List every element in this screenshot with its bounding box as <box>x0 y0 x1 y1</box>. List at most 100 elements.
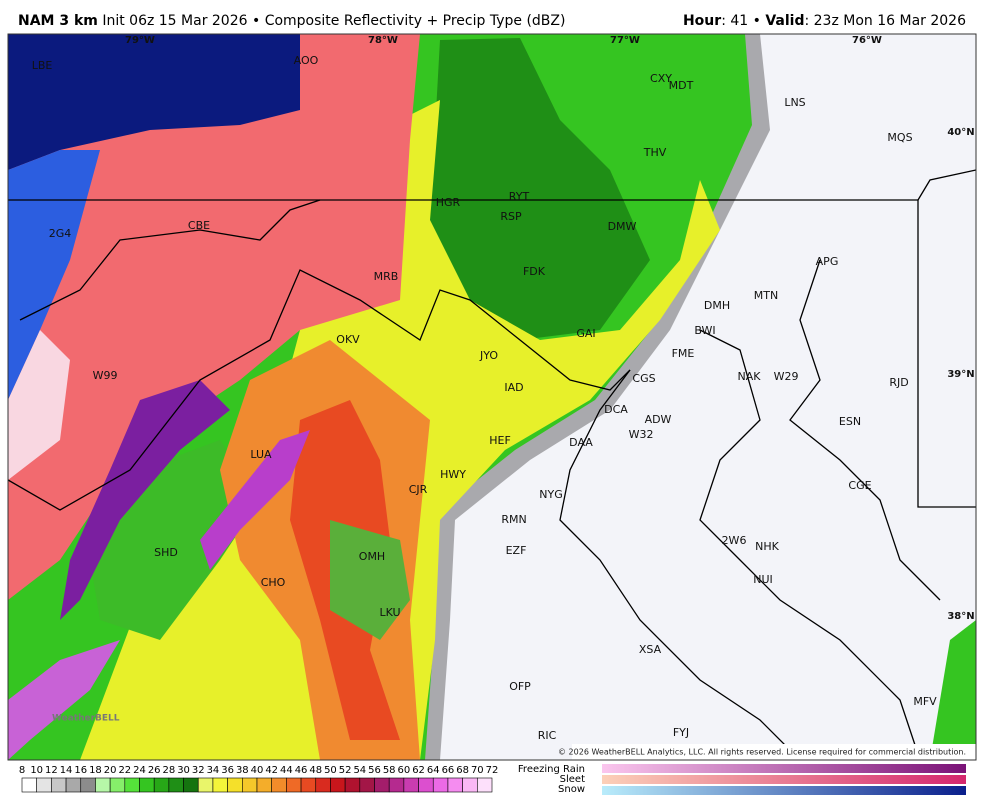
latitude-label: 38°N <box>947 611 974 622</box>
station-label: XSA <box>639 643 662 656</box>
station-label: LKU <box>379 606 400 619</box>
colorbar-swatch <box>139 777 155 793</box>
station-label: OMH <box>359 550 385 563</box>
colorbar-swatch <box>388 777 405 793</box>
freezing-rain-bar <box>602 764 966 773</box>
colorbar-swatch <box>359 777 375 793</box>
radar-purple <box>60 380 230 620</box>
colorbar-tick-label: 14 <box>60 765 73 776</box>
colorbar-tick-label: 36 <box>221 765 234 776</box>
description: Init 06z 15 Mar 2026 • Composite Reflect… <box>102 13 565 29</box>
colorbar-swatch <box>109 777 126 793</box>
station-label: APG <box>816 255 839 268</box>
colorbar-tick-label: 62 <box>412 765 425 776</box>
station-label: CBE <box>188 219 210 232</box>
station-label: HGR <box>436 196 461 209</box>
station-label: JYO <box>479 349 498 362</box>
colorbar-tick-label: 58 <box>383 765 396 776</box>
colorbar-swatch <box>242 777 258 793</box>
colorbar-tick-label: 46 <box>295 765 308 776</box>
colorbar-swatch <box>153 777 170 793</box>
border-line <box>917 169 976 201</box>
colorbar-swatch <box>462 777 478 793</box>
radar-magenta <box>200 430 310 570</box>
radar-pink <box>8 34 420 600</box>
station-label: GAI <box>576 327 595 340</box>
colorbar-tick-label: 18 <box>89 765 102 776</box>
longitude-label: 77°W <box>610 35 640 46</box>
colorbar-swatch <box>65 777 82 793</box>
border-line <box>699 329 921 760</box>
border-line <box>8 269 631 511</box>
colorbar-swatch <box>21 777 37 793</box>
logo: WeatherBELL <box>52 714 120 724</box>
station-label: RJD <box>889 376 908 389</box>
colorbar: 8 10 12 14 16 18 20 22 24 26 28 30 32 34 36 38 40 42 44 46 4… <box>19 765 499 793</box>
station-label: NAK <box>738 370 762 383</box>
colorbar-swatch <box>432 777 449 793</box>
map: WeatherBELL © 2026 WeatherBELL Analytics… <box>8 34 976 760</box>
colorbar-swatch <box>271 777 287 793</box>
colorbar-swatch <box>403 777 419 793</box>
station-label: 2G4 <box>49 227 72 240</box>
colorbar-tick-label: 34 <box>207 765 220 776</box>
colorbar-tick-label: 16 <box>74 765 87 776</box>
colorbar-tick-label: 40 <box>251 765 264 776</box>
colorbar-tick-label: 26 <box>148 765 161 776</box>
station-label: MRB <box>374 270 399 283</box>
station-label: DCA <box>604 403 628 416</box>
longitude-label: 76°W <box>852 35 882 46</box>
radar-green-core <box>330 520 410 640</box>
colorbar-tick-label: 8 <box>19 765 25 776</box>
station-label: DAA <box>569 436 593 449</box>
colorbar-tick-label: 48 <box>309 765 322 776</box>
station-label: BWI <box>694 324 715 337</box>
station-label: DMH <box>704 299 730 312</box>
colorbar-swatch <box>183 777 199 793</box>
station-label: OKV <box>336 333 360 346</box>
precip-type-label: Sleet <box>560 774 585 785</box>
longitude-label: 78°W <box>368 35 398 46</box>
model: NAM 3 km <box>18 13 98 29</box>
copyright-background <box>572 744 976 760</box>
state-borders <box>8 169 976 760</box>
colorbar-swatch <box>51 777 67 793</box>
station-label: HEF <box>489 434 511 447</box>
station-label: CJR <box>409 483 428 496</box>
copyright: © 2026 WeatherBELL Analytics, LLC. All r… <box>558 748 966 757</box>
station-label: AOO <box>294 54 319 67</box>
station-label: CXY <box>650 72 672 85</box>
colorbar-swatch <box>80 777 96 793</box>
station-label: 2W6 <box>722 534 747 547</box>
colorbar-tick-label: 64 <box>427 765 440 776</box>
station-label: RMN <box>501 513 526 526</box>
colorbar-tick-label: 50 <box>324 765 337 776</box>
colorbar-tick-label: 72 <box>486 765 499 776</box>
colorbar-tick-label: 10 <box>30 765 43 776</box>
hour-label: Hour <box>683 13 721 29</box>
header-title: NAM 3 km Init 06z 15 Mar 2026 • Composit… <box>18 13 565 29</box>
station-label: ADW <box>645 413 672 426</box>
colorbar-swatch <box>300 777 317 793</box>
colorbar-tick-label: 70 <box>471 765 484 776</box>
hour-value: : 41 • <box>721 13 761 29</box>
colorbar-tick-label: 68 <box>456 765 469 776</box>
radar-dark-blue <box>8 34 300 170</box>
station-label: W29 <box>774 370 799 383</box>
precip-type-label: Freezing Rain <box>518 764 585 775</box>
border-line <box>559 369 801 760</box>
station-label: RYT <box>509 190 530 203</box>
colorbar-swatch <box>477 777 493 793</box>
radar-dark-green <box>430 38 650 340</box>
radar-magenta-sw <box>8 640 120 760</box>
colorbar-swatch <box>374 777 390 793</box>
colorbar-swatch <box>286 777 302 793</box>
colorbar-tick-label: 24 <box>133 765 146 776</box>
station-label: EZF <box>506 544 527 557</box>
sleet-bar <box>602 775 966 784</box>
colorbar-tick-label: 28 <box>163 765 176 776</box>
station-label: FDK <box>523 265 546 278</box>
colorbar-tick-label: 52 <box>339 765 352 776</box>
station-label: IAD <box>504 381 523 394</box>
